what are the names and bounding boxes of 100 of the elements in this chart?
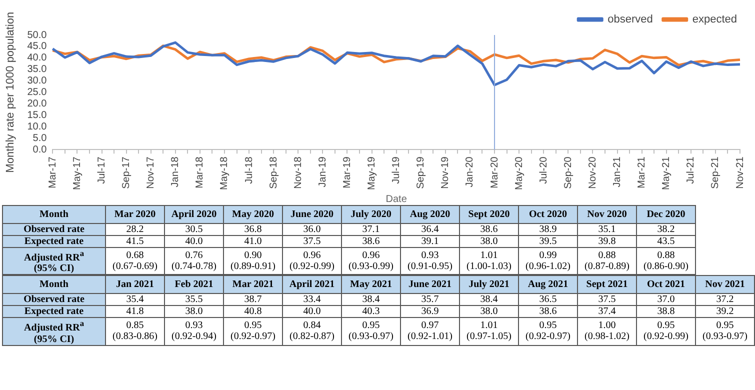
x-tick-label: Sep-17 <box>121 156 132 189</box>
x-tick-label: Nov-19 <box>440 156 452 189</box>
x-tick-label: Mar-20 <box>489 156 500 188</box>
y-tick-label: 25.0 <box>27 87 48 98</box>
text: Aug 2021 <box>518 276 578 294</box>
text: 0.85 (0.83-0.86) <box>106 318 164 346</box>
text: Adjusted RR$^{a}$ (95% CI) <box>2 318 106 346</box>
text: 0.84 (0.82-0.87) <box>282 318 342 346</box>
x-tick-label: Jan-19 <box>317 156 328 188</box>
x-tick-label: Sep-20 <box>562 156 574 189</box>
x-axis-title: Date <box>386 194 408 205</box>
text: 1.01 (1.00-1.03) <box>460 248 518 275</box>
text: Oct 2021 <box>636 276 696 294</box>
x-tick-label: May-18 <box>219 156 230 190</box>
text: 35.4 <box>106 294 164 306</box>
text: Observed rate <box>2 224 106 236</box>
text: 37.2 <box>696 294 754 306</box>
text: Expected rate <box>2 236 106 248</box>
text: Nov 2020 <box>578 206 636 224</box>
text: 39.2 <box>696 306 754 318</box>
text: 37.4 <box>578 306 636 318</box>
text: May 2020 <box>224 206 282 224</box>
text: 36.0 <box>282 224 342 236</box>
text: Month <box>2 276 106 294</box>
x-tick-label: Jul-20 <box>538 156 550 184</box>
text: Adjusted RR$^{a}$ (95% CI) <box>2 248 106 275</box>
text: 28.2 <box>106 224 164 236</box>
x-tick-label: Jul-19 <box>391 156 402 184</box>
text: 1.01 (0.97-1.05) <box>460 318 518 346</box>
text: Jan 2021 <box>106 276 164 294</box>
text: Observed rate <box>2 294 106 306</box>
text: 0.90 (0.89-0.91) <box>224 248 282 275</box>
text: Expected rate <box>2 306 106 318</box>
x-tick-label: Sep-18 <box>268 156 280 189</box>
y-tick-label: 20.0 <box>27 98 48 110</box>
text: 38.6 <box>342 236 400 248</box>
x-tick-label: Jul-21 <box>686 156 697 184</box>
text: Sept 2021 <box>578 276 636 294</box>
text: 36.8 <box>224 224 282 236</box>
text: 0.95 (0.92-0.97) <box>518 318 578 346</box>
text: 0.88 (0.87-0.89) <box>578 248 636 275</box>
text: Aug 2020 <box>400 206 460 224</box>
text: 38.6 <box>518 306 578 318</box>
x-tick-label: Sep-19 <box>416 156 427 189</box>
text: June 2021 <box>400 276 460 294</box>
x-tick-label: Jan-20 <box>464 156 476 188</box>
x-tick-label: Nov-20 <box>587 156 598 189</box>
x-tick-label: May-19 <box>366 156 378 190</box>
text: 38.6 <box>460 224 518 236</box>
text: 35.5 <box>164 294 224 306</box>
text: 35.1 <box>578 224 636 236</box>
x-tick-label: May-20 <box>514 156 525 190</box>
text: 0.99 (0.96-1.02) <box>518 248 578 275</box>
y-tick-label: 40.0 <box>27 52 48 64</box>
y-tick-label: 15.0 <box>27 110 48 122</box>
x-tick-label: May-17 <box>72 156 83 190</box>
text: 30.5 <box>164 224 224 236</box>
text: Sept 2020 <box>460 206 518 224</box>
text: 0.68 (0.67-0.69) <box>106 248 164 275</box>
y-tick-label: 5.0 <box>32 132 48 144</box>
text: 35.7 <box>400 294 460 306</box>
text: 36.9 <box>400 306 460 318</box>
text: 0.93 (0.92-0.94) <box>164 318 224 346</box>
y-tick-label: 35.0 <box>27 64 48 76</box>
text: 37.5 <box>578 294 636 306</box>
text: 40.0 <box>282 306 342 318</box>
x-tick-label: Nov-17 <box>146 156 157 189</box>
text: 39.5 <box>518 236 578 248</box>
text: June 2020 <box>282 206 342 224</box>
text: 38.2 <box>636 224 696 236</box>
text: Nov 2021 <box>696 276 754 294</box>
text: 38.0 <box>164 306 224 318</box>
y-tick-label: 0.0 <box>32 144 48 156</box>
text: 40.0 <box>164 236 224 248</box>
x-tick-label: Mar-19 <box>342 156 353 188</box>
x-tick-label: Nov-18 <box>292 156 304 189</box>
text: 37.1 <box>342 224 400 236</box>
text: 38.7 <box>224 294 282 306</box>
text: May 2021 <box>342 276 400 294</box>
text: 0.93 (0.91-0.95) <box>400 248 460 275</box>
y-tick-label: 50.0 <box>27 30 48 41</box>
text: 36.5 <box>518 294 578 306</box>
text: 33.4 <box>282 294 342 306</box>
x-tick-label: Jan-21 <box>612 156 624 188</box>
text: 40.8 <box>224 306 282 318</box>
text: 38.0 <box>460 236 518 248</box>
x-tick-label: May-21 <box>661 156 672 190</box>
text: 38.8 <box>636 306 696 318</box>
text: 37.5 <box>282 236 342 248</box>
text: 41.5 <box>106 236 164 248</box>
text: 0.95 (0.93-0.97) <box>696 318 754 346</box>
text: April 2021 <box>282 276 342 294</box>
y-tick-label: 10.0 <box>27 121 48 132</box>
text: Oct 2020 <box>518 206 578 224</box>
text: 38.9 <box>518 224 578 236</box>
text: Dec 2020 <box>636 206 696 224</box>
text: 38.4 <box>342 294 400 306</box>
text: Feb 2021 <box>164 276 224 294</box>
x-tick-label: Jul-17 <box>96 156 108 184</box>
x-tick-label: Sep-21 <box>710 156 722 189</box>
